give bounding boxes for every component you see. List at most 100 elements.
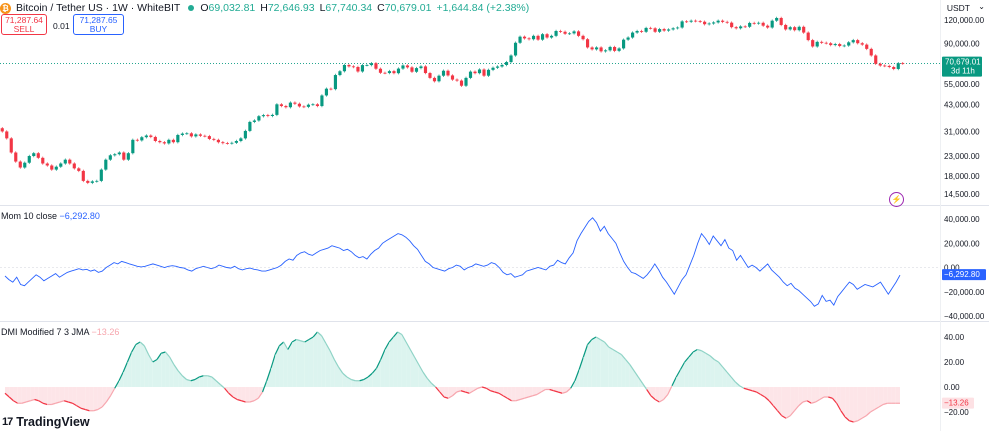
currency-selector[interactable]: USDT xyxy=(946,3,970,13)
dmi-area-segment xyxy=(118,372,124,387)
candle-body xyxy=(365,65,369,66)
dmi-line-segment xyxy=(143,345,150,355)
dmi-area-segment xyxy=(887,387,892,404)
candle-body xyxy=(77,168,81,171)
candle-body xyxy=(27,156,31,163)
candle-body xyxy=(167,139,171,144)
dmi-line-segment xyxy=(637,376,643,384)
candle-body xyxy=(856,40,860,44)
candle-body xyxy=(383,72,387,74)
dmi-line-segment xyxy=(333,359,340,368)
candle-body xyxy=(104,159,108,170)
close-label: C xyxy=(377,2,385,14)
dmi-legend[interactable]: DMI Modified 7 3 JMA −13.26 xyxy=(1,327,119,337)
candle-body xyxy=(743,26,747,28)
candle-body xyxy=(212,138,216,140)
dmi-line-segment xyxy=(80,407,86,411)
dmi-area-segment xyxy=(351,379,356,387)
dmi-area-segment xyxy=(313,332,318,387)
dmi-area-segment xyxy=(722,367,727,387)
candle-body xyxy=(396,68,401,74)
candle-body xyxy=(865,44,869,49)
dmi-line-segment xyxy=(237,398,242,402)
dmi-line-segment xyxy=(418,364,424,373)
dmi-line-segment xyxy=(173,364,179,372)
market-status-icon xyxy=(188,5,195,11)
sell-button[interactable]: 71,287.64 SELL xyxy=(1,14,47,35)
chevron-down-icon[interactable]: ⌄ xyxy=(978,2,985,11)
candle-body xyxy=(739,26,743,29)
dmi-line-segment xyxy=(401,334,407,343)
lightning-icon[interactable]: ⚡ xyxy=(889,192,904,207)
candle-body xyxy=(824,42,828,44)
candle-body xyxy=(707,23,711,25)
dmi-area-segment xyxy=(587,339,592,387)
buy-button[interactable]: 71,287.65 BUY xyxy=(73,14,124,35)
candle-body xyxy=(86,180,90,183)
candle-body xyxy=(721,20,725,22)
candle-body xyxy=(730,22,734,28)
dmi-line-segment xyxy=(169,356,175,365)
dmi-line-segment xyxy=(654,398,660,403)
dmi-area-segment xyxy=(693,349,698,387)
dmi-line-segment xyxy=(705,352,711,357)
dmi-area-segment xyxy=(144,345,149,387)
price-tick-label: 18,000.00 xyxy=(944,172,980,181)
candle-body xyxy=(95,180,99,182)
dmi-area-segment xyxy=(241,387,246,402)
dmi-area-segment xyxy=(334,359,339,387)
dmi-area-segment xyxy=(156,353,162,387)
dmi-area-segment xyxy=(254,387,259,401)
dmi-line-segment xyxy=(870,408,875,413)
dmi-line-segment xyxy=(815,398,821,403)
dmi-line-segment xyxy=(553,390,559,393)
dmi-area-segment xyxy=(790,387,795,416)
candle-body xyxy=(248,121,252,131)
dmi-line-segment xyxy=(498,392,504,397)
dmi-line-segment xyxy=(688,351,694,358)
dmi-line-segment xyxy=(612,348,618,353)
candle-body xyxy=(171,139,175,143)
tradingview-logo[interactable]: 17 TradingView xyxy=(2,415,90,429)
dmi-line-segment xyxy=(351,378,356,382)
price-tick-label: 55,000.00 xyxy=(944,80,980,89)
last-price-label: 70,679.01 xyxy=(945,58,981,67)
dmi-line-segment xyxy=(760,393,766,398)
candle-body xyxy=(788,27,792,30)
dmi-area-segment xyxy=(515,387,521,401)
candle-body xyxy=(725,21,729,23)
dmi-line-segment xyxy=(308,336,314,341)
dmi-area-segment xyxy=(304,339,309,387)
dmi-area-segment xyxy=(794,387,799,411)
dmi-line-segment xyxy=(426,377,432,384)
candle-body xyxy=(815,41,819,47)
symbol-title[interactable]: Bitcoin / Tether US · 1W · WhiteBIT xyxy=(16,2,181,14)
dmi-line-segment xyxy=(249,400,255,403)
candle-body xyxy=(662,29,666,31)
candle-body xyxy=(640,30,644,32)
dmi-line-segment xyxy=(481,386,487,389)
dmi-area-segment xyxy=(55,387,60,404)
dmi-line-segment xyxy=(524,396,529,399)
dmi-name: DMI Modified 7 3 JMA xyxy=(1,327,90,337)
candle-body xyxy=(689,20,693,22)
dmi-line-segment xyxy=(532,393,538,397)
dmi-line-segment xyxy=(747,388,753,392)
candle-body xyxy=(887,65,891,68)
dmi-area-segment xyxy=(169,357,174,387)
momentum-legend[interactable]: Mom 10 close −6,292.80 xyxy=(1,211,100,221)
low-value: 67,740.34 xyxy=(325,2,373,14)
dmi-area-segment xyxy=(507,387,512,401)
dmi-area-segment xyxy=(828,387,833,399)
high-label: H xyxy=(260,2,268,14)
dmi-line-segment xyxy=(363,376,369,381)
dmi-area-segment xyxy=(359,379,364,387)
dmi-line-segment xyxy=(413,356,420,365)
dmi-line-segment xyxy=(241,400,246,403)
dmi-area-segment xyxy=(659,387,664,402)
candle-body xyxy=(225,143,229,144)
candle-body xyxy=(338,71,342,76)
spread-value: 0.01 xyxy=(53,21,70,31)
